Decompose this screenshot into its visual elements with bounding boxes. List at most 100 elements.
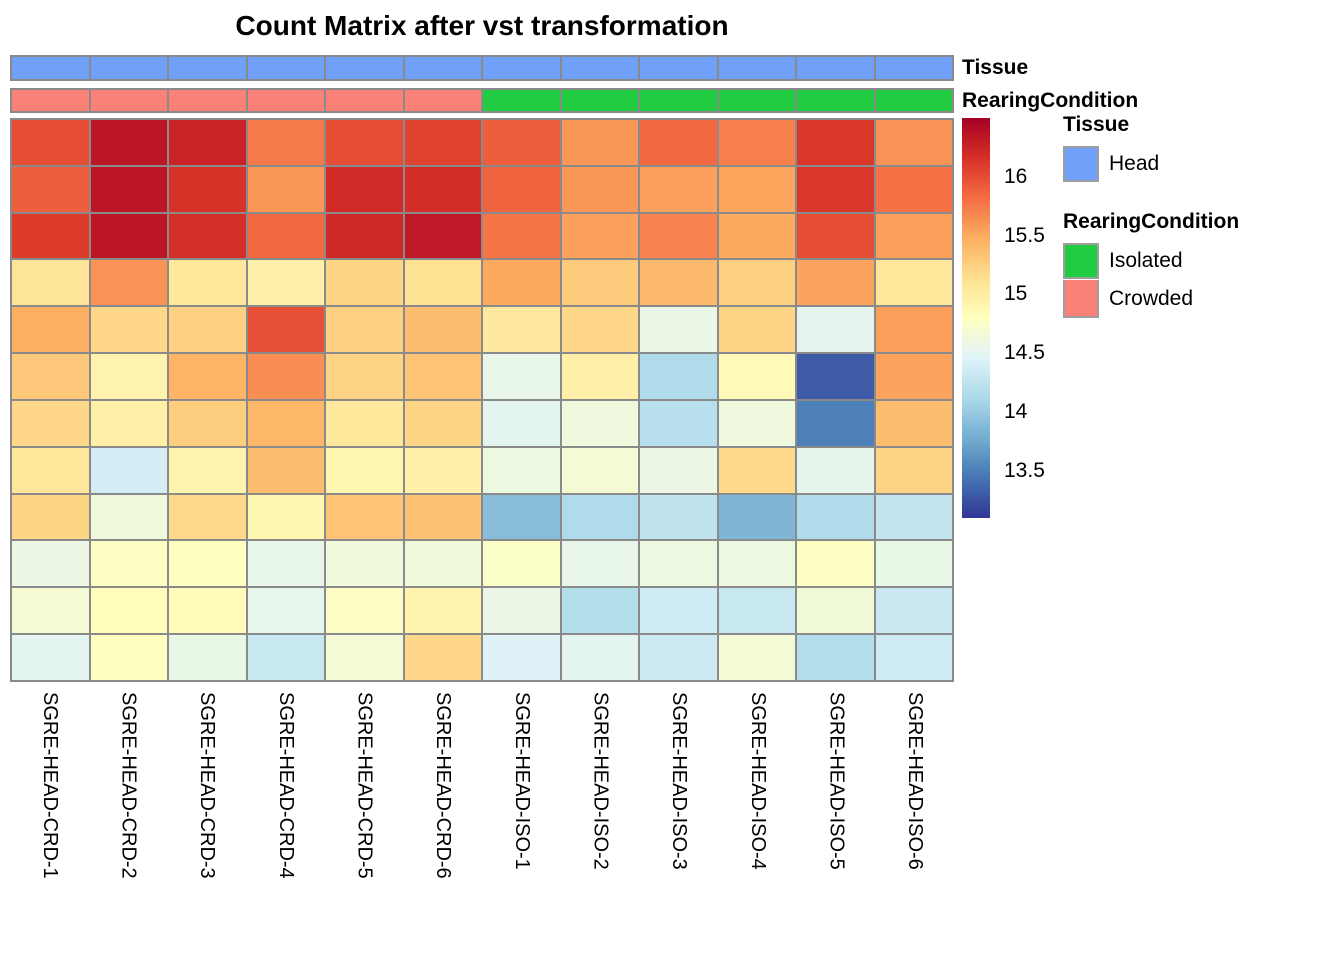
heatmap-cell	[561, 120, 638, 165]
annotation-cell-crowded	[90, 90, 167, 111]
heatmap-cell	[326, 354, 403, 399]
heatmap-cell	[90, 588, 167, 634]
annotation-cell-head	[797, 57, 874, 79]
column-label-text: SGRE-HEAD-ISO-4	[746, 692, 769, 870]
heatmap-cell	[483, 307, 560, 353]
heatmap-cell	[640, 354, 717, 399]
colorbar-tick-label: 15	[1004, 282, 1028, 306]
heatmap-cell	[247, 400, 324, 446]
heatmap-cell	[483, 494, 560, 540]
annotation-cell-crowded	[404, 90, 481, 111]
heatmap-cell	[718, 166, 795, 212]
heatmap-cell	[483, 166, 560, 212]
heatmap-cell	[169, 166, 246, 212]
annotation-row-rearingcondition	[10, 88, 954, 113]
column-label: SGRE-HEAD-CRD-1	[10, 692, 89, 950]
heatmap-cell	[12, 120, 89, 165]
heatmap-cell	[326, 494, 403, 540]
heatmap-cell	[875, 120, 952, 165]
column-label: SGRE-HEAD-ISO-2	[561, 692, 640, 950]
column-label-text: SGRE-HEAD-CRD-2	[117, 692, 140, 879]
heatmap-cell	[247, 447, 324, 493]
heatmap-cell	[404, 494, 481, 540]
colorbar	[962, 118, 990, 518]
heatmap-cell	[875, 635, 952, 680]
heatmap-cell	[640, 166, 717, 212]
heatmap-cell	[326, 447, 403, 493]
legend-rearingcondition-label: Isolated	[1109, 249, 1183, 272]
column-label: SGRE-HEAD-ISO-6	[875, 692, 954, 950]
legend-tissue-item-head: Head	[1063, 145, 1159, 183]
legend-rearingcondition-item-crowded: Crowded	[1063, 280, 1239, 318]
heatmap-cell	[875, 588, 952, 634]
column-label-text: SGRE-HEAD-ISO-3	[668, 692, 691, 870]
legend-rearingcondition-item-isolated: Isolated	[1063, 242, 1239, 280]
heatmap-cell	[90, 400, 167, 446]
column-label: SGRE-HEAD-ISO-4	[718, 692, 797, 950]
annotation-track-label-tissue: Tissue	[962, 56, 1029, 79]
heatmap-cell	[404, 447, 481, 493]
heatmap-cell	[561, 354, 638, 399]
heatmap-cell	[404, 588, 481, 634]
heatmap-cell	[247, 260, 324, 306]
heatmap-cell	[326, 635, 403, 680]
heatmap-cell	[797, 260, 874, 306]
annotation-cell-isolated	[483, 90, 560, 111]
heatmap-cell	[247, 307, 324, 353]
heatmap-cell	[404, 541, 481, 587]
heatmap-cell	[404, 166, 481, 212]
annotation-cell-head	[718, 57, 795, 79]
heatmap-cell	[875, 166, 952, 212]
heatmap-cell	[90, 166, 167, 212]
heatmap-cell	[12, 354, 89, 399]
annotation-cell-isolated	[640, 90, 717, 111]
heatmap-cell	[169, 447, 246, 493]
heatmap-cell	[718, 494, 795, 540]
heatmap-cell	[247, 354, 324, 399]
legend-tissue-title: Tissue	[1063, 113, 1130, 136]
annotation-track-label-rearingcondition: RearingCondition	[962, 88, 1139, 112]
column-label: SGRE-HEAD-ISO-5	[797, 692, 876, 950]
heatmap-cell	[90, 120, 167, 165]
heatmap-cell	[247, 494, 324, 540]
legend-tissue: Tissue Head	[1063, 113, 1159, 183]
heatmap-cell	[718, 400, 795, 446]
column-label-text: SGRE-HEAD-ISO-1	[510, 692, 533, 870]
heatmap-cell	[326, 120, 403, 165]
heatmap-cell	[797, 354, 874, 399]
heatmap-cell	[718, 213, 795, 259]
heatmap-cell	[640, 307, 717, 353]
heatmap-cell	[561, 400, 638, 446]
column-label: SGRE-HEAD-CRD-3	[167, 692, 246, 950]
heatmap-cell	[404, 260, 481, 306]
heatmap-cell	[797, 588, 874, 634]
heatmap-cell	[12, 400, 89, 446]
column-label-text: SGRE-HEAD-ISO-5	[825, 692, 848, 870]
colorbar-tick-label: 13.5	[1004, 458, 1045, 482]
heatmap-cell	[640, 541, 717, 587]
annotation-cell-crowded	[326, 90, 403, 111]
heatmap-cell	[718, 635, 795, 680]
heatmap-cell	[247, 635, 324, 680]
heatmap-cell	[483, 260, 560, 306]
heatmap-cell	[561, 494, 638, 540]
heatmap-cell	[169, 588, 246, 634]
heatmap-cell	[483, 213, 560, 259]
column-label-text: SGRE-HEAD-CRD-1	[38, 692, 61, 879]
heatmap-cell	[169, 635, 246, 680]
heatmap-cell	[875, 400, 952, 446]
heatmap-cell	[640, 260, 717, 306]
column-label: SGRE-HEAD-CRD-2	[89, 692, 168, 950]
column-label-text: SGRE-HEAD-CRD-6	[432, 692, 455, 879]
heatmap-cell	[12, 260, 89, 306]
heatmap-cell	[797, 541, 874, 587]
heatmap-cell	[561, 213, 638, 259]
column-label: SGRE-HEAD-CRD-5	[325, 692, 404, 950]
colorbar-tick-label: 14.5	[1004, 341, 1045, 365]
heatmap-cell	[12, 447, 89, 493]
heatmap-cell	[326, 400, 403, 446]
heatmap-cell	[875, 354, 952, 399]
heatmap-cell	[875, 213, 952, 259]
legend-rearingcondition-title: RearingCondition	[1063, 210, 1240, 233]
